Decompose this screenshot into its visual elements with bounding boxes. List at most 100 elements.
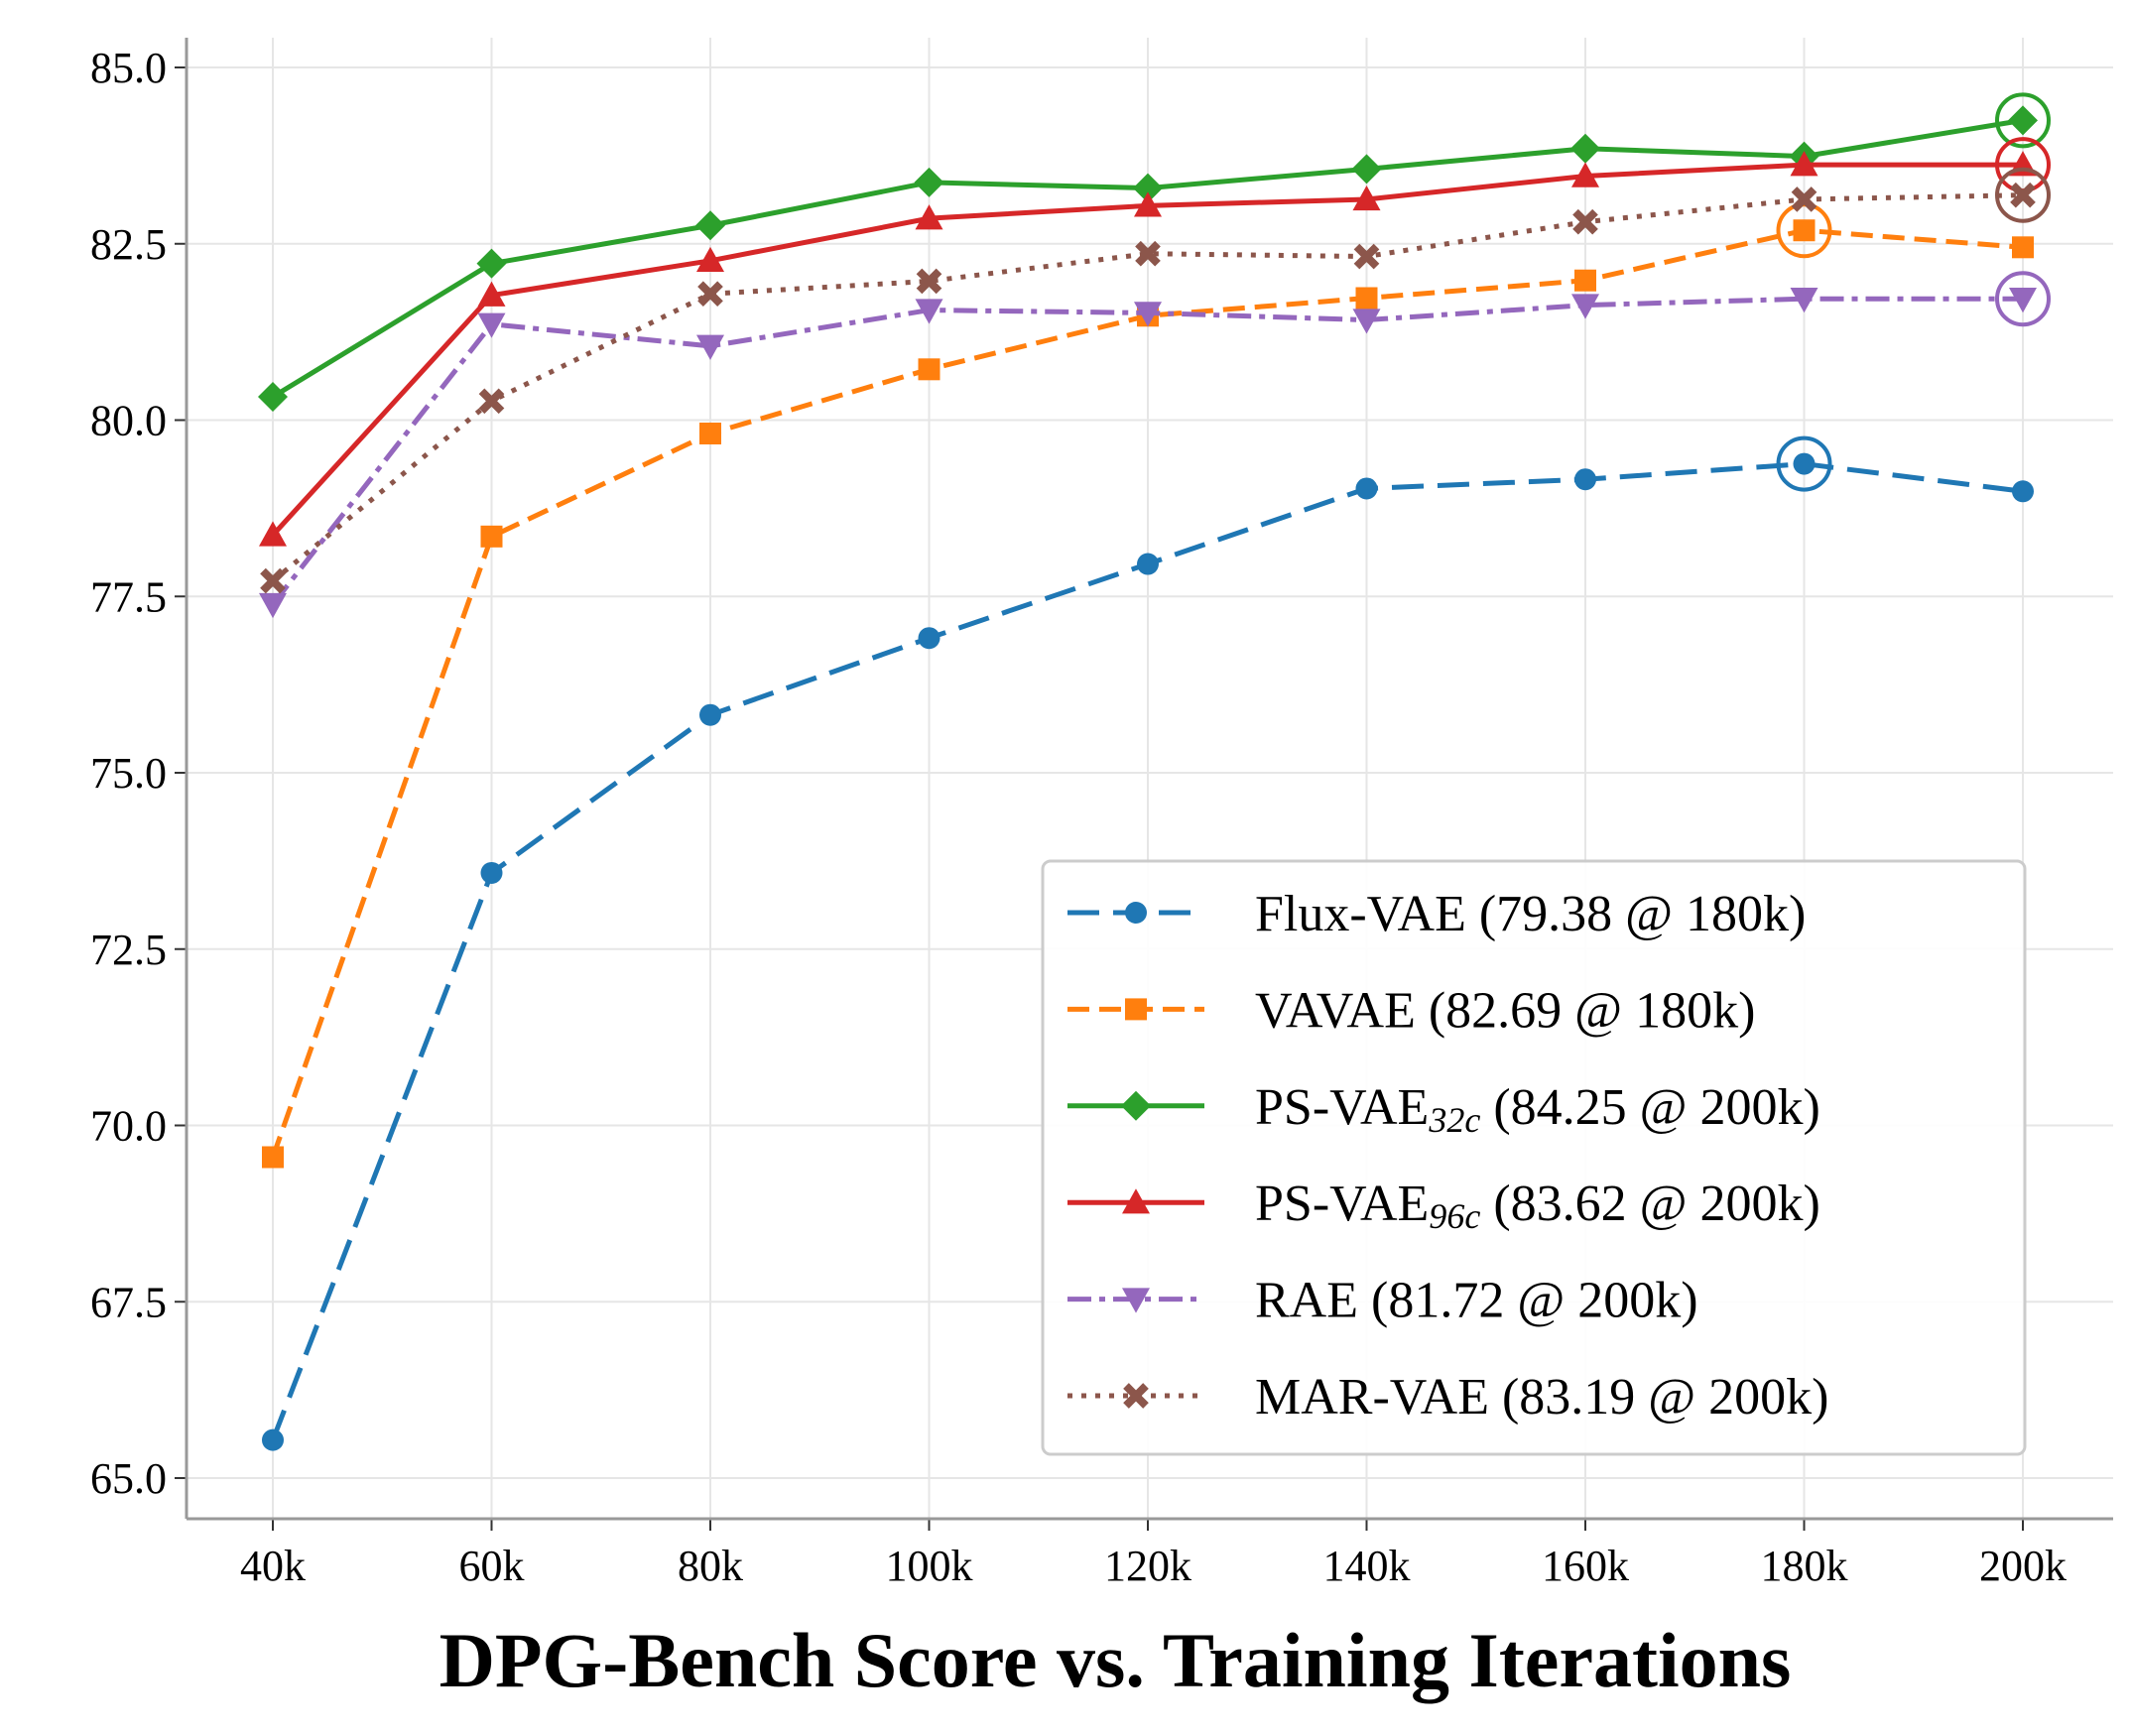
data-point — [259, 592, 287, 619]
data-point — [697, 281, 723, 308]
legend-entry: PS-VAE96c (83.62 @ 200k) — [1067, 1176, 1820, 1236]
data-point — [1122, 1288, 1150, 1313]
legend-entry: PS-VAE32c (84.25 @ 200k) — [1067, 1079, 1820, 1140]
y-tick-label: 82.5 — [90, 220, 167, 269]
data-point — [1352, 309, 1381, 334]
legend-entry: Flux-VAE (79.38 @ 180k) — [1067, 886, 1806, 942]
legend-box — [1041, 859, 2027, 1456]
data-point — [478, 388, 505, 415]
x-tick-label: 140k — [1323, 1542, 1411, 1590]
x-tick-label: 80k — [678, 1542, 743, 1590]
data-point — [1793, 219, 1816, 242]
legend-entry: RAE (81.72 @ 200k) — [1067, 1273, 1698, 1329]
axes: 40k 60k 80k 100k 120k 140k 160k 180k 200k 65.0 67.… — [90, 38, 2113, 1590]
data-point — [915, 204, 943, 230]
legend: Flux-VAE (79.38 @ 180k) VAVAE (82.69 @ 18… — [1041, 859, 2027, 1456]
data-point — [696, 246, 724, 273]
data-point — [1121, 1090, 1151, 1121]
data-point — [1352, 185, 1381, 211]
legend-label: MAR-VAE (83.19 @ 200k) — [1255, 1369, 1828, 1426]
x-tick-label: 40k — [240, 1542, 306, 1590]
data-point — [262, 1146, 284, 1169]
series — [258, 92, 2051, 1451]
y-tick-label: 65.0 — [90, 1454, 167, 1503]
legend-label: RAE (81.72 @ 200k) — [1255, 1273, 1698, 1329]
data-point — [1134, 302, 1162, 327]
y-tick-label: 80.0 — [90, 397, 167, 445]
y-tick-label: 75.0 — [90, 749, 167, 798]
y-tick-label: 85.0 — [90, 44, 167, 92]
best-point-highlight — [1995, 92, 2051, 149]
data-point — [1135, 240, 1161, 267]
data-point — [1137, 553, 1159, 575]
data-point — [1122, 1188, 1150, 1214]
data-point — [696, 334, 724, 360]
x-tick-label: 160k — [1542, 1542, 1629, 1590]
data-point — [1355, 477, 1378, 500]
x-tick-label: 180k — [1761, 1542, 1848, 1590]
best-point-highlight — [1995, 271, 2051, 327]
best-point-highlight — [1995, 167, 2051, 223]
data-point — [699, 703, 721, 726]
data-point — [1123, 1383, 1149, 1409]
data-point — [480, 525, 503, 548]
data-point — [1351, 154, 1382, 185]
best-point-highlight — [1776, 435, 1832, 492]
data-point — [1125, 998, 1147, 1021]
data-point — [2010, 182, 2036, 208]
data-point — [477, 312, 506, 338]
x-tick-label: 60k — [459, 1542, 525, 1590]
y-tick-label: 77.5 — [90, 572, 167, 621]
series-2 — [258, 92, 2051, 413]
legend-label: VAVAE (82.69 @ 180k) — [1255, 982, 1755, 1039]
chart-title: DPG-Bench Score vs. Training Iterations — [439, 1617, 1792, 1703]
data-point — [1790, 288, 1818, 313]
data-point — [2012, 236, 2034, 259]
data-point — [918, 627, 940, 650]
data-point — [2012, 480, 2034, 503]
series-0 — [262, 435, 2034, 1451]
data-point — [1574, 269, 1596, 292]
legend-label: PS-VAE96c (83.62 @ 200k) — [1255, 1176, 1820, 1236]
data-point — [260, 567, 286, 594]
legend-label: Flux-VAE (79.38 @ 180k) — [1255, 886, 1806, 942]
data-point — [259, 521, 287, 547]
data-point — [1570, 133, 1600, 164]
legend-entry: VAVAE (82.69 @ 180k) — [1067, 982, 1755, 1039]
y-tick-label: 72.5 — [90, 926, 167, 974]
data-point — [476, 248, 507, 279]
data-point — [914, 167, 944, 197]
x-tick-label: 120k — [1104, 1542, 1191, 1590]
data-point — [918, 358, 940, 381]
data-point — [1572, 208, 1598, 235]
data-point — [1571, 294, 1599, 319]
series-5 — [260, 167, 2051, 594]
data-point — [2008, 105, 2038, 136]
data-point — [262, 1428, 284, 1451]
data-point — [1791, 186, 1818, 212]
series-line — [271, 192, 2024, 583]
data-point — [1133, 173, 1163, 203]
data-point — [2009, 288, 2037, 313]
data-point — [1353, 243, 1380, 270]
y-tick-label: 67.5 — [90, 1278, 167, 1326]
data-point — [258, 382, 288, 413]
legend-entry: MAR-VAE (83.19 @ 200k) — [1067, 1369, 1828, 1426]
y-tick-label: 70.0 — [90, 1102, 167, 1151]
data-point — [699, 423, 721, 445]
data-point — [695, 210, 725, 241]
series-3 — [259, 137, 2051, 547]
data-point — [1355, 287, 1378, 310]
data-point — [480, 861, 503, 884]
legend-label: PS-VAE32c (84.25 @ 200k) — [1255, 1079, 1820, 1140]
series-4 — [259, 271, 2051, 619]
data-point — [1793, 452, 1816, 475]
data-point — [1125, 902, 1147, 924]
x-tick-label: 200k — [1979, 1542, 2067, 1590]
data-point — [1574, 468, 1596, 491]
data-point — [916, 268, 942, 295]
data-point — [1571, 162, 1599, 187]
x-tick-label: 100k — [886, 1542, 973, 1590]
data-point — [477, 281, 506, 307]
